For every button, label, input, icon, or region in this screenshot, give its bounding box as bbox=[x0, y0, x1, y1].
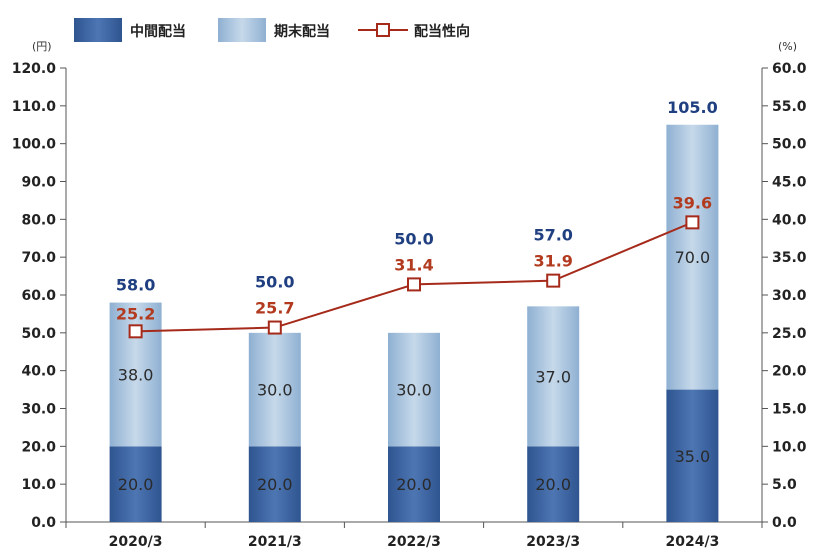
left-tick-label: 70.0 bbox=[21, 250, 56, 266]
left-tick-label: 110.0 bbox=[12, 99, 57, 115]
left-axis-unit: (円) bbox=[32, 40, 52, 53]
payout-ratio-marker bbox=[128, 324, 143, 339]
right-tick-label: 5.0 bbox=[772, 477, 797, 493]
bars bbox=[109, 124, 719, 522]
bar-final bbox=[248, 332, 301, 447]
right-axis-ticks: 0.0 5.0 10.0 15.0 20.0 25.0 30.0 35.0 40.0 45.0 50… bbox=[762, 61, 807, 531]
legend: 中間配当 期末配当 配当性向 bbox=[74, 18, 470, 42]
legend-swatch-final bbox=[218, 18, 266, 42]
interim-value-label: 20.0 bbox=[535, 475, 571, 494]
final-value-label: 38.0 bbox=[118, 365, 154, 384]
bar-interim bbox=[666, 389, 719, 522]
final-value-label: 70.0 bbox=[675, 248, 711, 267]
bar-interim bbox=[388, 446, 440, 522]
x-tick-label: 2021/3 bbox=[248, 534, 302, 550]
bar-final bbox=[666, 124, 719, 390]
right-tick-label: 40.0 bbox=[772, 212, 807, 228]
payout-ratio-label: 39.6 bbox=[673, 193, 712, 212]
bar-final bbox=[527, 306, 580, 447]
total-value-label: 105.0 bbox=[667, 98, 718, 117]
x-tick-label: 2020/3 bbox=[109, 534, 163, 550]
left-tick-label: 80.0 bbox=[21, 212, 56, 228]
payout-ratio-marker bbox=[407, 277, 421, 292]
right-tick-label: 0.0 bbox=[772, 515, 797, 531]
interim-value-label: 20.0 bbox=[118, 475, 154, 494]
interim-value-label: 20.0 bbox=[396, 475, 432, 494]
left-tick-label: 20.0 bbox=[21, 439, 56, 455]
bar-interim bbox=[527, 446, 580, 522]
data-labels: 20.0 38.0 20.0 30.0 20.0 30.0 20.0 37.0 35.0 70.0… bbox=[116, 98, 718, 494]
total-value-label: 50.0 bbox=[394, 229, 433, 248]
final-value-label: 37.0 bbox=[535, 367, 571, 386]
left-tick-label: 120.0 bbox=[12, 61, 57, 77]
x-tick-label: 2022/3 bbox=[387, 534, 441, 550]
total-value-label: 57.0 bbox=[533, 226, 572, 245]
legend-label-interim: 中間配当 bbox=[130, 23, 186, 40]
payout-ratio-label: 31.4 bbox=[394, 255, 433, 274]
payout-ratio-line bbox=[128, 215, 700, 339]
payout-ratio-marker bbox=[685, 215, 700, 230]
payout-ratio-marker bbox=[267, 320, 282, 335]
right-tick-label: 45.0 bbox=[772, 175, 807, 191]
left-tick-label: 90.0 bbox=[21, 175, 56, 191]
left-tick-label: 0.0 bbox=[31, 515, 56, 531]
bar-interim bbox=[248, 446, 301, 522]
right-axis-unit: (%) bbox=[778, 40, 797, 53]
bar-final bbox=[388, 332, 440, 447]
right-tick-label: 10.0 bbox=[772, 439, 807, 455]
left-axis-ticks: 0.0 10.0 20.0 30.0 40.0 50.0 60.0 70.0 80.0 90.0 1… bbox=[12, 61, 66, 531]
right-tick-label: 55.0 bbox=[772, 99, 807, 115]
legend-swatch-interim bbox=[74, 18, 122, 42]
right-tick-label: 50.0 bbox=[772, 137, 807, 153]
payout-ratio-label: 25.2 bbox=[116, 304, 155, 323]
left-tick-label: 50.0 bbox=[21, 326, 56, 342]
final-value-label: 30.0 bbox=[396, 381, 432, 400]
left-tick-label: 100.0 bbox=[12, 137, 57, 153]
interim-value-label: 20.0 bbox=[257, 475, 293, 494]
payout-ratio-marker bbox=[546, 273, 561, 288]
total-value-label: 58.0 bbox=[116, 276, 155, 295]
payout-ratio-label: 31.9 bbox=[533, 252, 572, 271]
bar-interim bbox=[109, 446, 162, 522]
right-tick-label: 25.0 bbox=[772, 326, 807, 342]
left-tick-label: 60.0 bbox=[21, 288, 56, 304]
left-tick-label: 10.0 bbox=[21, 477, 56, 493]
payout-ratio-label: 25.7 bbox=[255, 299, 294, 318]
total-value-label: 50.0 bbox=[255, 273, 294, 292]
final-value-label: 30.0 bbox=[257, 381, 293, 400]
right-tick-label: 15.0 bbox=[772, 402, 807, 418]
left-tick-label: 40.0 bbox=[21, 364, 56, 380]
legend-label-ratio: 配当性向 bbox=[414, 23, 470, 40]
legend-label-final: 期末配当 bbox=[274, 23, 330, 40]
left-tick-label: 30.0 bbox=[21, 402, 56, 418]
x-tick-label: 2023/3 bbox=[526, 534, 580, 550]
x-tick-label: 2024/3 bbox=[665, 534, 719, 550]
interim-value-label: 35.0 bbox=[675, 447, 711, 466]
right-tick-label: 60.0 bbox=[772, 61, 807, 77]
x-axis-ticks: 2020/3 2021/3 2022/3 2023/3 2024/3 bbox=[65, 522, 763, 550]
legend-marker-ratio bbox=[376, 23, 390, 37]
right-tick-label: 20.0 bbox=[772, 364, 807, 380]
right-tick-label: 35.0 bbox=[772, 250, 807, 266]
right-tick-label: 30.0 bbox=[772, 288, 807, 304]
